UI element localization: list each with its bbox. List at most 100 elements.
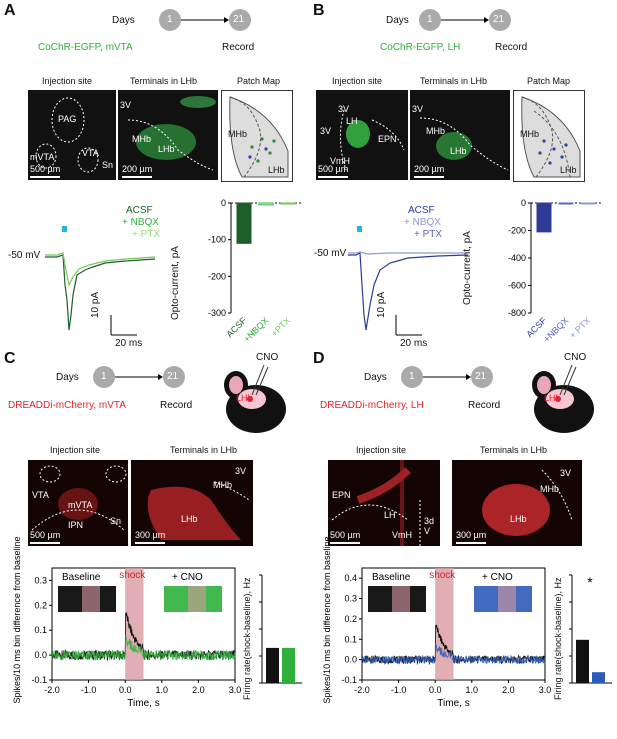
x-tick-label: 0.0 <box>429 685 442 695</box>
bar <box>558 202 574 205</box>
legend-nbqx: + NBQX <box>404 217 441 228</box>
record-label: Record <box>495 42 528 53</box>
trace-b <box>348 226 469 336</box>
image-label: LHb <box>560 165 577 175</box>
y-tick-label: 0.2 <box>344 614 357 624</box>
scale-bar <box>318 176 348 178</box>
image-label: VmH <box>330 156 350 166</box>
shock-label: shock <box>429 570 456 581</box>
image-label: MHb <box>132 134 152 144</box>
y-tick-label: -300 <box>208 308 226 318</box>
scale-bar <box>135 542 165 544</box>
timeline-b <box>419 9 511 31</box>
x-tick-label: -1.0 <box>81 685 97 695</box>
bar <box>280 202 296 205</box>
bar-ylabel: Firing rate(shock-baseline), Hz <box>242 577 252 700</box>
injection-site-image: VTA mVTA IPN Sn 500 µm <box>28 460 128 546</box>
timeline-a <box>159 9 251 31</box>
record-label: Record <box>222 42 255 53</box>
terminals-image: 3V MHb LHb 300 µm <box>452 460 582 546</box>
panel-label-c: C <box>4 350 16 367</box>
spike-inset-shock <box>392 586 410 612</box>
image-label: 3V <box>338 104 350 114</box>
image-title: Patch Map <box>527 76 571 86</box>
bar <box>236 202 252 244</box>
spike-inset-cno-shock <box>188 586 206 612</box>
y-tick-label: -0.1 <box>31 675 47 685</box>
scale-bar <box>122 176 152 178</box>
x-tick-label: 2.0 <box>502 685 515 695</box>
timeline-end: 21 <box>493 14 505 25</box>
virus-label: DREADDi-mCherry, LH <box>320 400 424 411</box>
baseline-label: Baseline <box>62 572 101 583</box>
timeline-d <box>401 366 493 388</box>
image-label: EPN <box>378 134 397 144</box>
x-tick-label: + PTX <box>567 315 592 340</box>
image-label: 3V <box>120 100 132 110</box>
scale-label: 500 µm <box>30 164 61 174</box>
injection-site-image: 3V LH EPN 3V VmH 500 µm <box>316 90 408 180</box>
image-label: LHb <box>510 514 527 524</box>
bar-chart-d: * <box>569 574 612 684</box>
y-tick-label: 0.0 <box>344 655 357 665</box>
scale-bar <box>30 542 60 544</box>
scale-label: 300 µm <box>456 530 487 540</box>
image-title: Injection site <box>50 445 101 455</box>
mouse-head-icon <box>224 364 286 433</box>
image-label: 3V <box>235 466 247 476</box>
scale-x: 20 ms <box>400 338 428 349</box>
scale-y: 10 pA <box>90 291 101 318</box>
terminals-image: 3V MHb LHb 200 µm <box>118 90 218 180</box>
x-tick-label: 1.0 <box>156 685 169 695</box>
timeline-days: Days <box>112 15 135 26</box>
image-title: Terminals in LHb <box>170 445 238 455</box>
trace-vlabel: -50 mV <box>8 250 41 261</box>
timeline-start: 1 <box>409 371 415 382</box>
terminals-image: 3V MHb LHb 300 µm <box>131 460 253 546</box>
image-label: LHb <box>181 514 198 524</box>
scale-label: 200 µm <box>122 164 153 174</box>
timeline-days: Days <box>56 372 79 383</box>
significance-star: * <box>587 574 593 590</box>
baseline-label: Baseline <box>372 572 411 583</box>
image-title: Injection site <box>42 76 93 86</box>
patch-map: MHb LHb <box>221 90 293 182</box>
image-label: MHb <box>520 129 540 139</box>
image-label: MHb <box>213 480 233 490</box>
shock-band <box>435 568 454 680</box>
scale-label: 500 µm <box>318 164 349 174</box>
image-label: 3d V <box>424 516 435 536</box>
bar <box>258 202 274 206</box>
x-tick-label: 2.0 <box>192 685 205 695</box>
bar <box>576 639 589 683</box>
image-label: 3V <box>412 104 424 114</box>
panel-label-d: D <box>313 350 325 367</box>
x-tick-label: +PTX <box>269 315 292 338</box>
bar-ylabel: Firing rate(shock-baseline), Hz <box>553 577 563 700</box>
scale-bar <box>456 542 486 544</box>
image-label: VTA <box>32 490 49 500</box>
bar <box>592 672 605 683</box>
psth-d: shock 0.4 0.3 0.2 0.1 0.0 -0.1-2.0 -1.0 0.0 1.0 2.… <box>322 537 552 709</box>
y-tick-label: -100 <box>208 235 226 245</box>
bar <box>580 202 596 205</box>
y-tick-label: -800 <box>508 308 526 318</box>
image-label: LHb <box>268 165 285 175</box>
legend-ptx: + PTX <box>132 229 161 240</box>
x-axis-label: Time, s <box>437 698 469 709</box>
shock-band <box>125 568 144 680</box>
injection-site-image: EPN LH VmH 3d V 500 µm <box>328 460 440 546</box>
lhb-label: LHb <box>544 393 561 403</box>
scale-label: 500 µm <box>30 530 61 540</box>
x-tick-label: 3.0 <box>539 685 552 695</box>
image-title: Injection site <box>356 445 407 455</box>
scale-bar <box>30 176 60 178</box>
timeline-days: Days <box>386 15 409 26</box>
virus-label: CoChR-EGFP, mVTA <box>38 42 133 53</box>
bar <box>282 647 295 683</box>
image-label: LH <box>346 116 358 126</box>
image-label: PAG <box>58 114 77 124</box>
timeline-c <box>93 366 185 388</box>
y-tick-label: 0.3 <box>34 575 47 585</box>
